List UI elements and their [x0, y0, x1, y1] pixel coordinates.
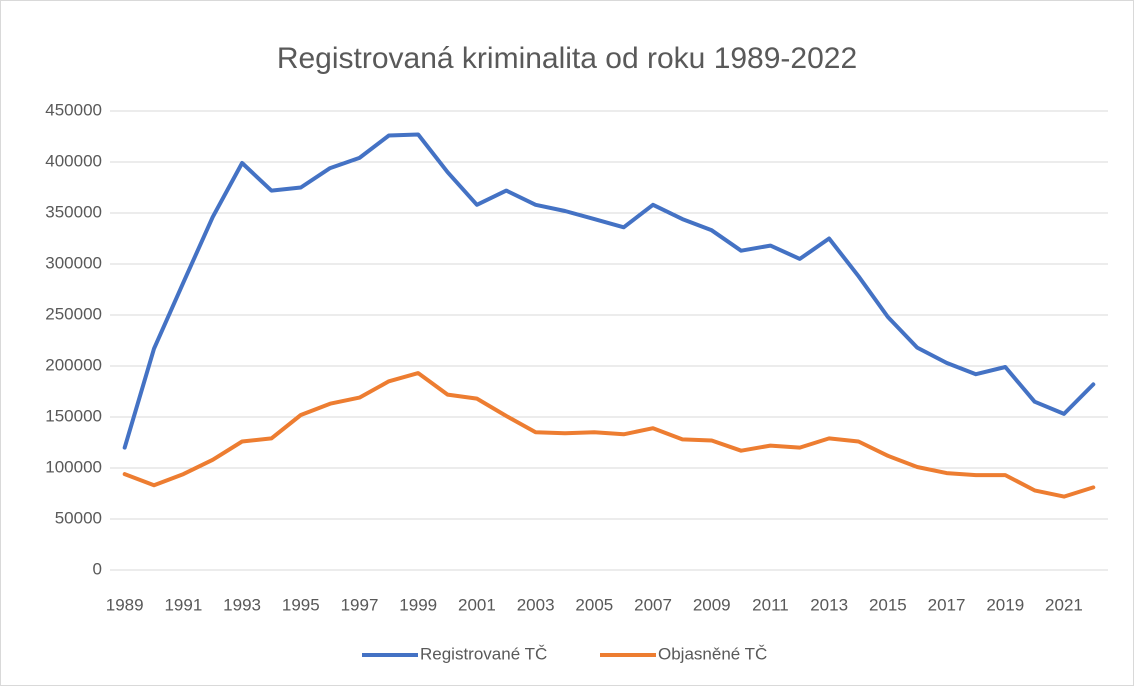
y-tick-label: 300000: [45, 253, 102, 272]
x-tick-label: 1991: [164, 595, 202, 614]
x-tick-label: 2015: [869, 595, 907, 614]
legend-label: Registrované TČ: [420, 644, 547, 663]
x-tick-label: 1989: [106, 595, 144, 614]
x-tick-label: 2021: [1045, 595, 1083, 614]
x-tick-label: 2013: [810, 595, 848, 614]
x-tick-label: 2003: [517, 595, 555, 614]
y-tick-label: 0: [93, 559, 102, 578]
series-line: [122, 371, 1096, 499]
legend-label: Objasněné TČ: [658, 644, 767, 663]
x-tick-label: 2001: [458, 595, 496, 614]
y-tick-label: 350000: [45, 202, 102, 221]
x-tick-label: 2019: [986, 595, 1024, 614]
y-tick-label: 150000: [45, 406, 102, 425]
y-tick-label: 100000: [45, 457, 102, 476]
x-tick-label: 2005: [575, 595, 613, 614]
y-tick-label: 400000: [45, 151, 102, 170]
series-line: [122, 132, 1096, 450]
y-tick-label: 50000: [55, 508, 102, 527]
x-tick-label: 1995: [282, 595, 320, 614]
x-tick-label: 2009: [693, 595, 731, 614]
x-tick-label: 2011: [752, 595, 789, 614]
chart-title: Registrovaná kriminalita od roku 1989-20…: [277, 42, 857, 75]
x-tick-label: 2017: [928, 595, 966, 614]
y-tick-label: 250000: [45, 304, 102, 323]
y-tick-label: 450000: [45, 100, 102, 119]
x-tick-label: 1993: [223, 595, 261, 614]
x-tick-label: 2007: [634, 595, 672, 614]
x-tick-label: 1997: [341, 595, 379, 614]
y-tick-label: 200000: [45, 355, 102, 374]
x-tick-label: 1999: [399, 595, 437, 614]
